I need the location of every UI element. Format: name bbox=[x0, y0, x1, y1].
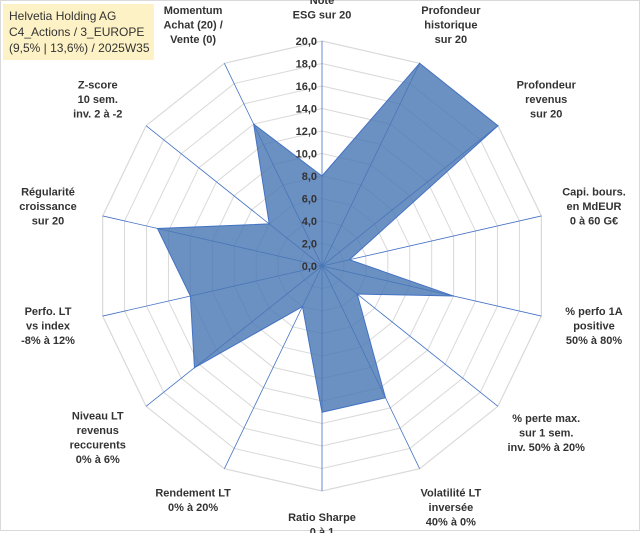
axis-label: Ratio Sharpe 0 à 1 bbox=[288, 512, 356, 533]
tick-label: 4,0 bbox=[302, 216, 317, 228]
axis-label: Perfo. LT vs index -8% à 12% bbox=[21, 306, 75, 347]
axis-label: Régularité croissance sur 20 bbox=[19, 187, 76, 228]
axis-label: Capi. bours. en MdEUR 0 à 60 G€ bbox=[562, 187, 626, 228]
chart-title-box: Helvetia Holding AG C4_Actions / 3_EUROP… bbox=[3, 4, 154, 60]
data-point bbox=[497, 125, 499, 127]
axis-label: Niveau LT revenus reccurents 0% à 6% bbox=[70, 410, 126, 466]
axis-label: Note ESG sur 20 bbox=[293, 0, 352, 22]
data-point bbox=[321, 175, 323, 177]
axis-label: Momentum Achat (20) / Vente (0) bbox=[163, 5, 222, 46]
analysis-params: (9,5% | 13,6%) / 2025W35 bbox=[9, 41, 150, 55]
axis-label: % perte max. sur 1 sem. inv. 50% à 20% bbox=[507, 413, 585, 454]
portfolio-name: C4_Actions / 3_EUROPE bbox=[9, 25, 145, 39]
data-point bbox=[348, 259, 351, 261]
axis-label: Profondeur revenus sur 20 bbox=[517, 79, 577, 120]
tick-label: 8,0 bbox=[302, 171, 317, 183]
data-point bbox=[321, 411, 323, 413]
tick-label: 12,0 bbox=[296, 126, 317, 138]
data-point bbox=[156, 227, 159, 230]
axis-label: Z-score 10 sem. inv. 2 à -2 bbox=[73, 79, 122, 120]
data-point bbox=[356, 293, 358, 295]
axis-spoke bbox=[321, 215, 542, 267]
tick-label: 6,0 bbox=[302, 194, 317, 206]
data-point bbox=[193, 367, 196, 369]
radar-series bbox=[156, 62, 499, 413]
radar-axis-labels: Note ESG sur 20 Profondeur historique sur 20… bbox=[19, 0, 626, 533]
tick-label: 20,0 bbox=[296, 36, 317, 48]
tick-label: 16,0 bbox=[296, 81, 317, 93]
data-point bbox=[384, 397, 387, 399]
data-point bbox=[268, 223, 270, 225]
axis-label: Profondeur historique sur 20 bbox=[421, 5, 481, 46]
company-name: Helvetia Holding AG bbox=[9, 9, 117, 23]
radar-tick-labels: 0,0 2,0 4,0 6,0 8,0 10,0 12,0 14,0 16,0 18,0 20,0 bbox=[296, 36, 317, 273]
tick-label: 0,0 bbox=[302, 261, 317, 273]
tick-label: 18,0 bbox=[296, 59, 317, 71]
data-point bbox=[301, 305, 304, 308]
data-point bbox=[189, 295, 191, 297]
data-point bbox=[419, 62, 421, 64]
data-point bbox=[453, 295, 455, 297]
axis-label: Volatilité LT inversée 40% à 0% bbox=[421, 488, 482, 529]
tick-label: 2,0 bbox=[302, 239, 317, 251]
data-point bbox=[253, 123, 255, 125]
axis-label: Rendement LT 0% à 20% bbox=[155, 488, 231, 514]
tick-label: 10,0 bbox=[296, 149, 317, 161]
tick-label: 14,0 bbox=[296, 104, 317, 116]
axis-label: % perfo 1A positive 50% à 80% bbox=[565, 306, 623, 347]
